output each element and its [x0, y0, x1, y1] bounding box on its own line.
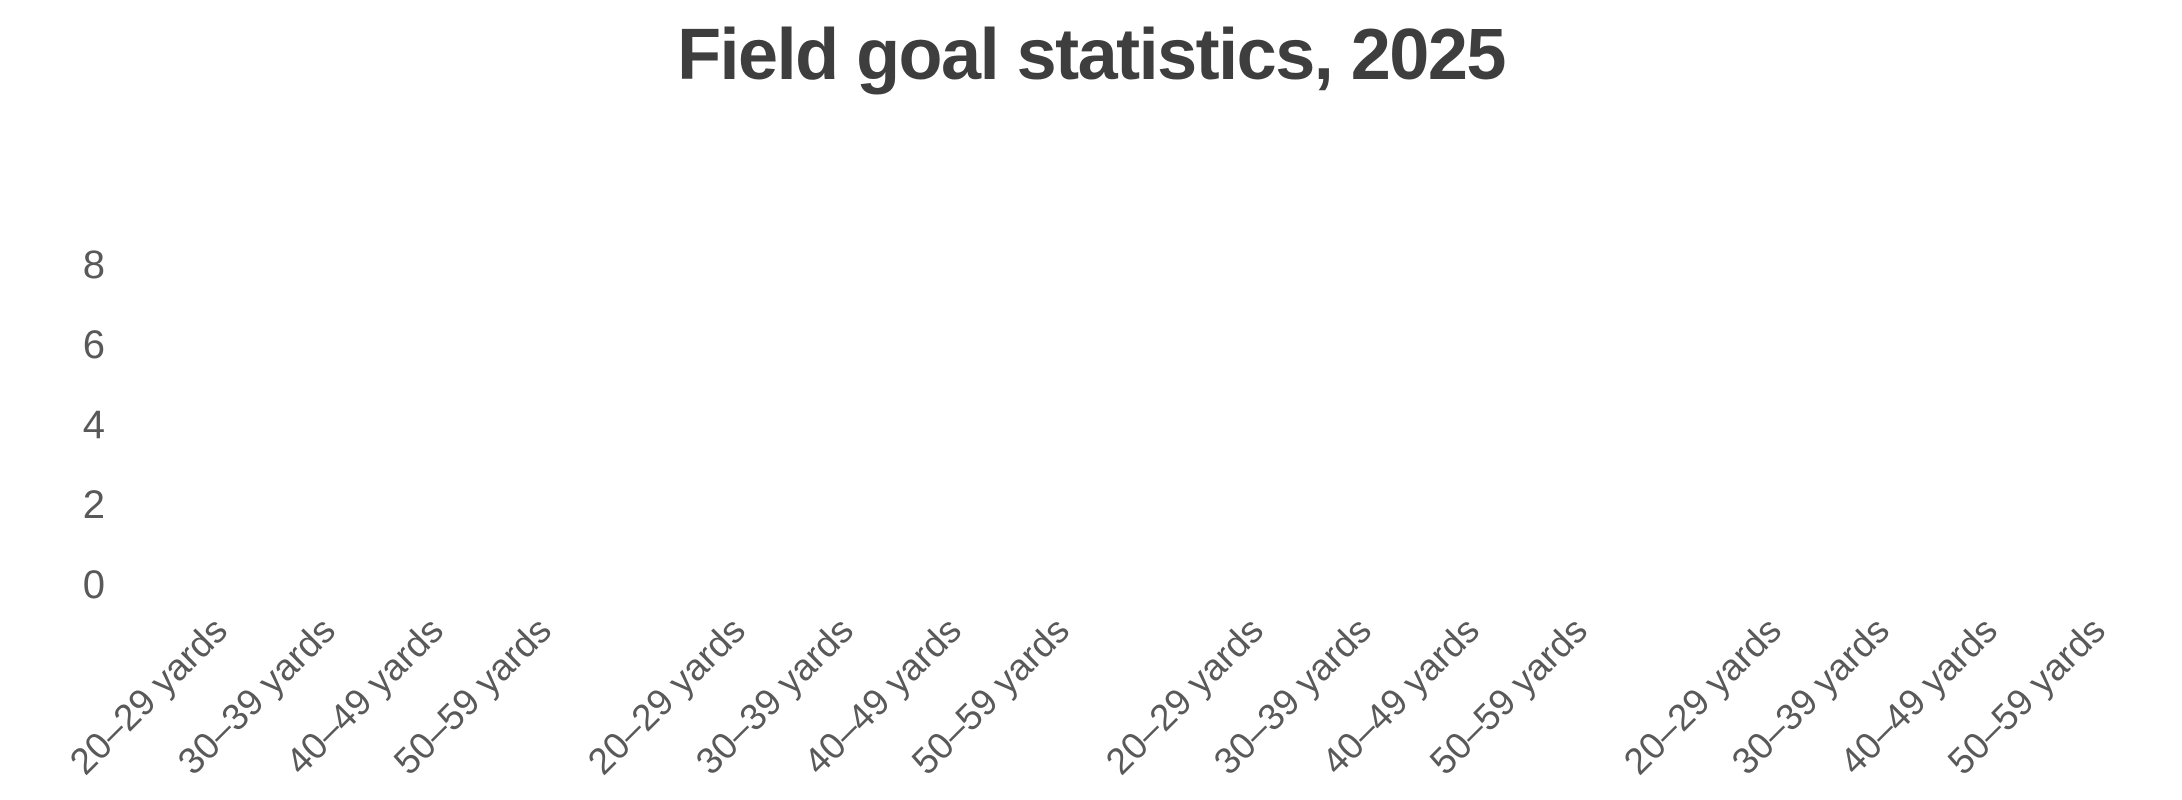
y-axis-tick-label: 6 — [82, 323, 105, 367]
x-axis-group-1: 20–29 yards 30–39 yards 40–49 yards 50–5… — [62, 609, 628, 800]
y-axis-tick-label: 2 — [82, 483, 105, 527]
y-axis-tick-label: 8 — [82, 243, 105, 287]
y-axis: 8 6 4 2 0 — [0, 0, 105, 800]
x-axis-group-3: 20–29 yards 30–39 yards 40–49 yards 50–5… — [1098, 609, 1664, 800]
y-axis-tick-label: 4 — [82, 403, 105, 447]
chart-title: Field goal statistics, 2025 — [677, 15, 1506, 95]
y-axis-tick-label: 0 — [82, 563, 105, 607]
x-axis: 20–29 yards 30–39 yards 40–49 yards 50–5… — [62, 609, 2182, 800]
x-axis-group-4: 20–29 yards 30–39 yards 40–49 yards 50–5… — [1616, 609, 2182, 800]
x-axis-group-2: 20–29 yards 30–39 yards 40–49 yards 50–5… — [580, 609, 1146, 800]
plot-area — [110, 145, 2182, 585]
